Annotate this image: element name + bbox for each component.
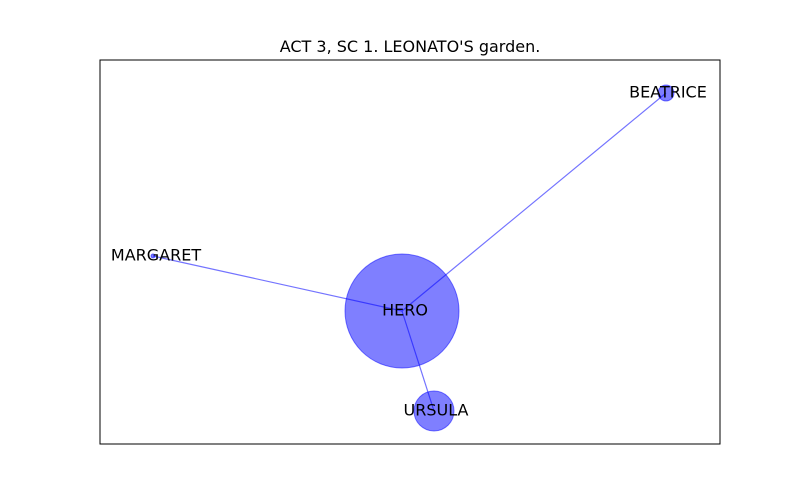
node-ursula bbox=[413, 390, 455, 432]
node-beatrice bbox=[657, 84, 675, 102]
node-label-margaret: MARGARET bbox=[111, 246, 201, 265]
plot-frame bbox=[99, 59, 721, 445]
node-label-beatrice: BEATRICE bbox=[629, 83, 707, 102]
diagram-title: ACT 3, SC 1. LEONATO'S garden. bbox=[280, 37, 541, 56]
node-hero bbox=[344, 253, 460, 369]
node-label-ursula: URSULA bbox=[404, 401, 469, 420]
node-label-hero: HERO bbox=[382, 301, 428, 320]
node-margaret bbox=[150, 253, 156, 259]
label-layer: HERO URSULA MARGARET BEATRICE bbox=[111, 83, 707, 420]
node-layer bbox=[150, 84, 675, 432]
